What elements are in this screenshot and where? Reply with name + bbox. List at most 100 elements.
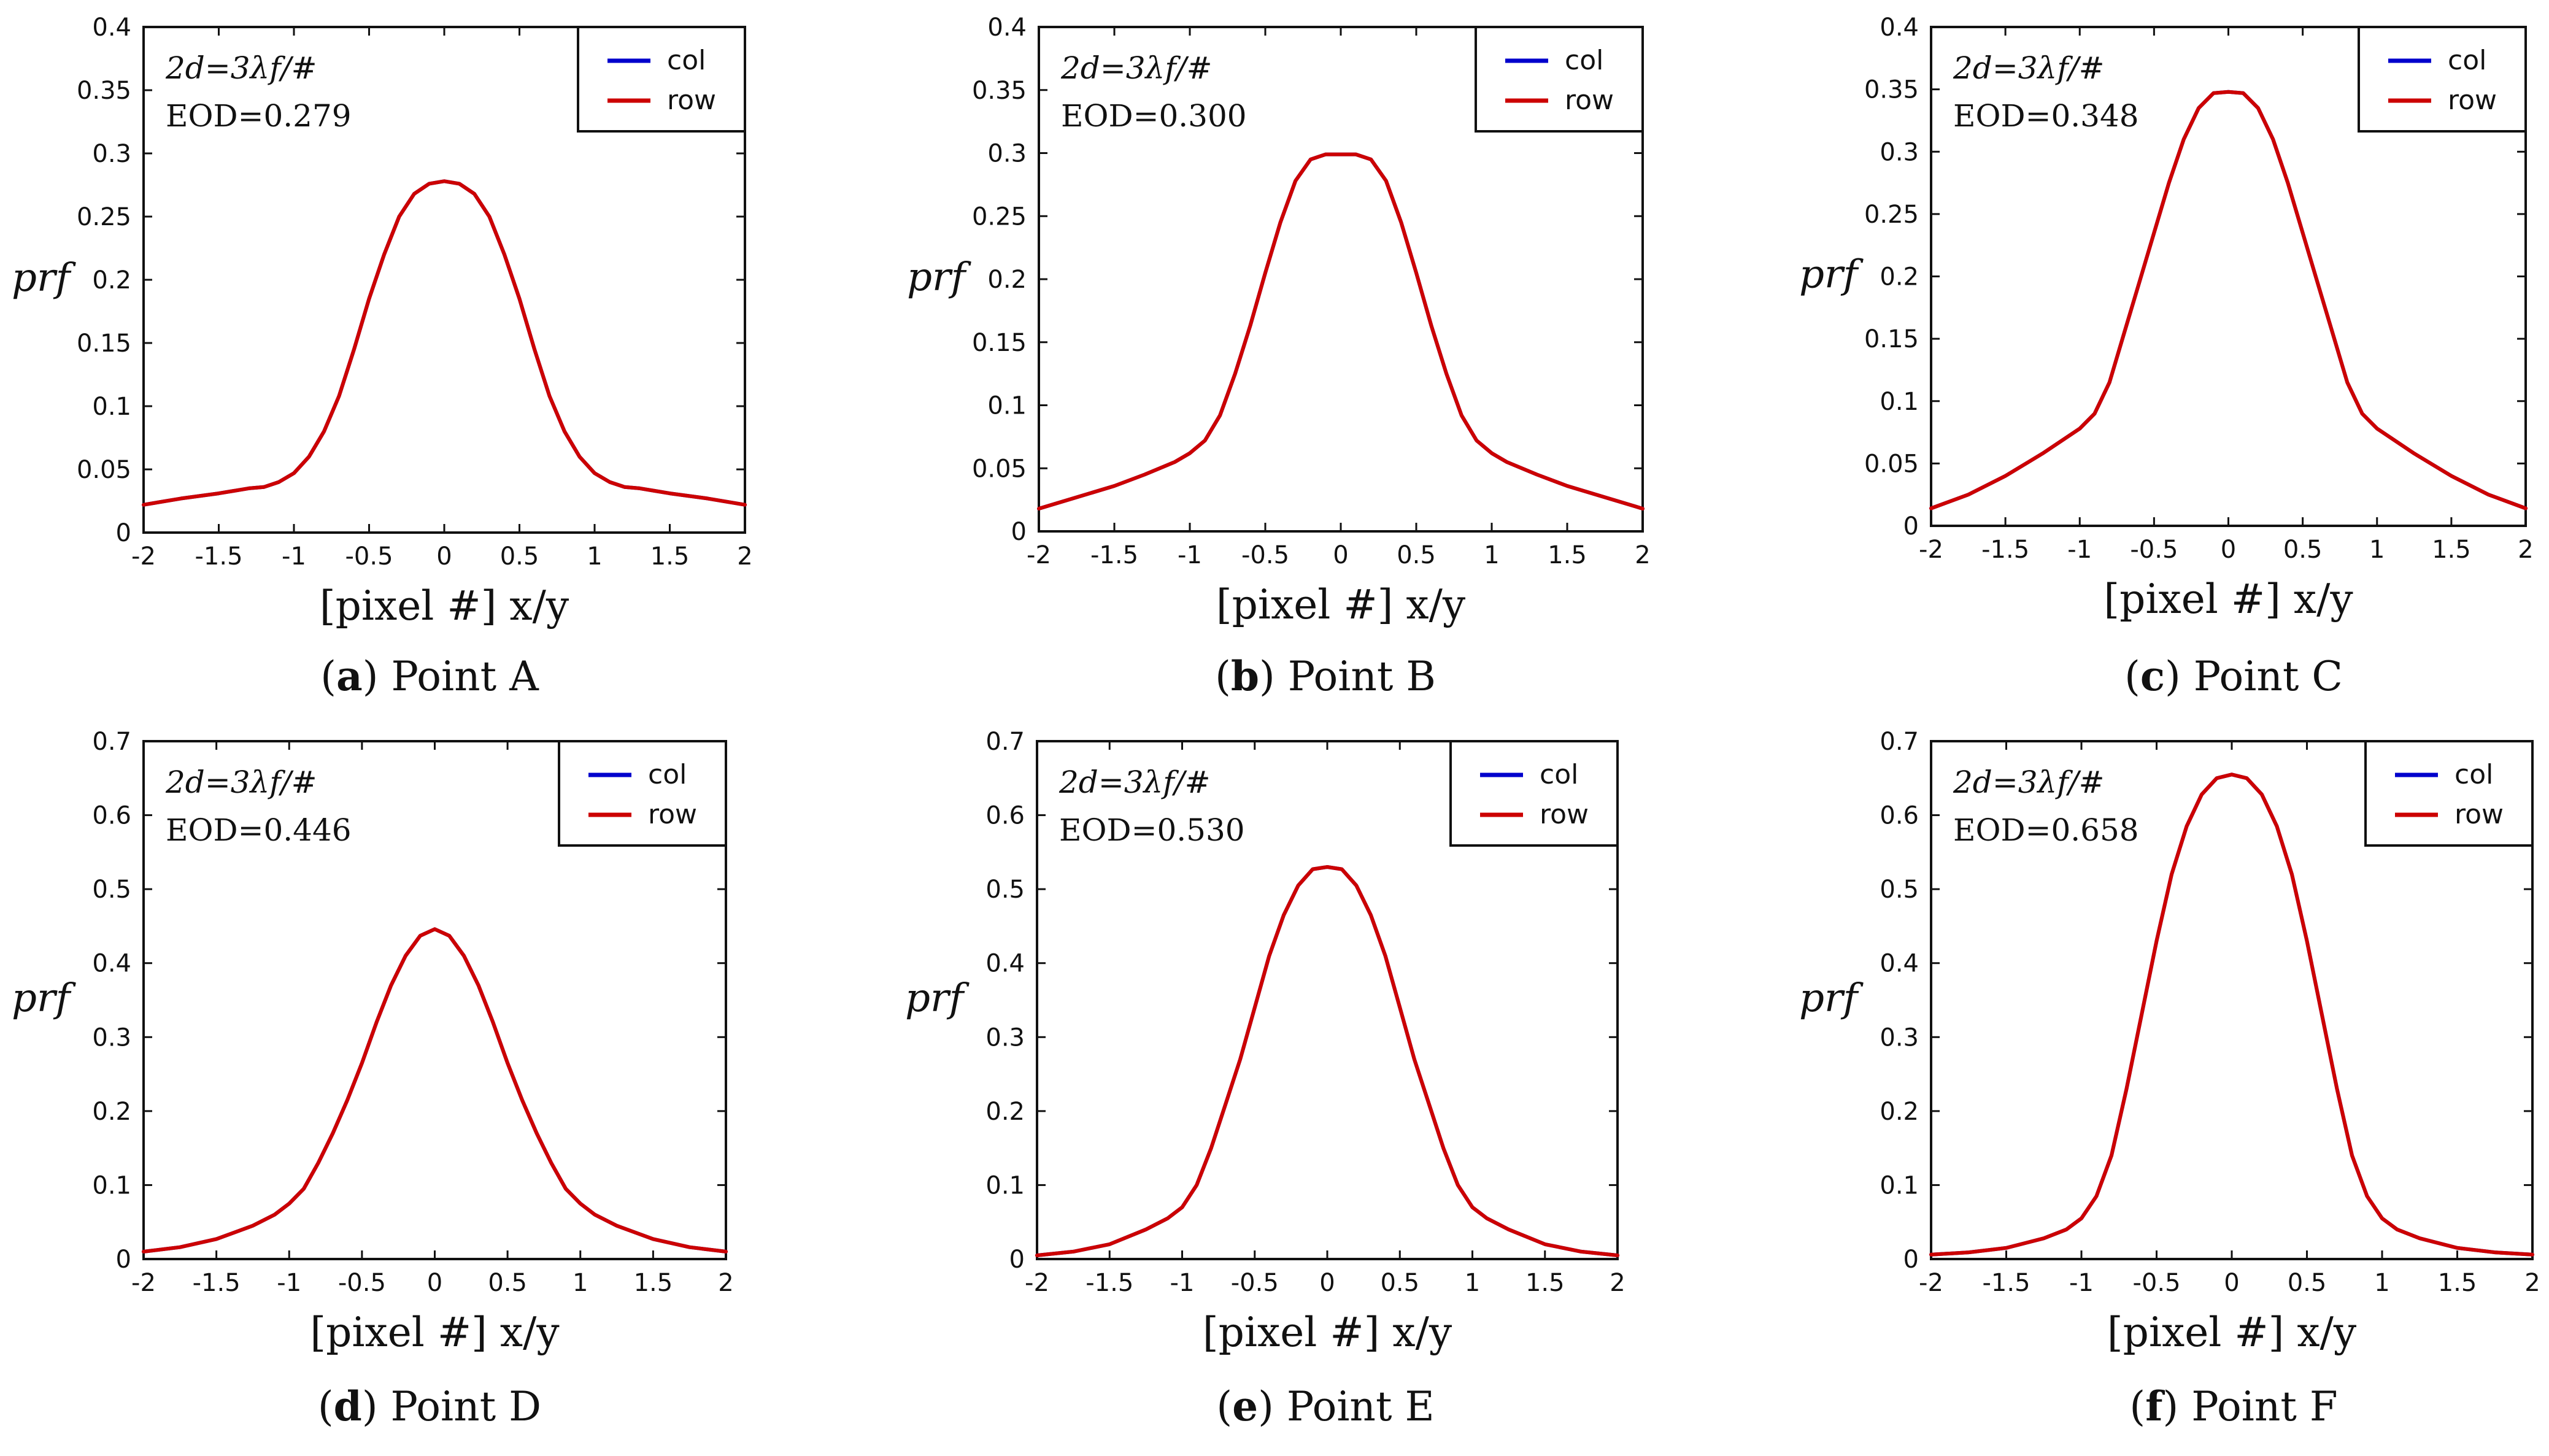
annotation-parameter: 2d=3λf/# [165, 765, 317, 800]
y-tick-label: 0.25 [972, 202, 1027, 231]
y-tick-label: 0.1 [92, 1171, 131, 1200]
legend-label-row: row [667, 85, 716, 116]
panel-caption: (b) Point B [1215, 652, 1436, 700]
annotation-eod: EOD=0.348 [1953, 98, 2139, 134]
y-tick-label: 0 [116, 1246, 131, 1274]
legend: col row [2358, 26, 2527, 133]
series-line-row [142, 179, 747, 507]
x-tick-label: 0.5 [1397, 541, 1436, 569]
y-axis-label: prf [12, 255, 77, 301]
y-tick-label: 0.2 [92, 266, 131, 295]
legend-box [1475, 26, 1644, 133]
x-tick-label: 1 [573, 1269, 588, 1297]
legend-label-col: col [1540, 759, 1578, 790]
y-tick-label: 0.5 [985, 876, 1025, 904]
series-line-row [1929, 90, 2528, 510]
chart-panel-f: -2 -1.5 -1 -0.5 0 0.5 1 1.5 2 0 0.1 0.2 0.3 0.4 0.5 0.6… [1799, 728, 2540, 1430]
x-tick-label: 2 [1610, 1269, 1625, 1297]
y-axis-label: prf [907, 255, 972, 300]
y-tick-label: 0.7 [1880, 728, 1919, 756]
y-tick-label: 0.6 [985, 802, 1025, 830]
x-tick-label: -2 [131, 542, 156, 571]
series-line-row [1035, 865, 1619, 1257]
y-tick-label: 0.3 [985, 1023, 1025, 1052]
series-line-col [142, 179, 747, 507]
chart-panel-e: -2 -1.5 -1 -0.5 0 0.5 1 1.5 2 0 0.1 0.2 0.3 0.4 0.5 0.6… [905, 728, 1625, 1430]
x-axis-label: [pixel #] x/y [310, 1309, 560, 1356]
legend-box [1449, 740, 1619, 847]
annotation-parameter: 2d=3λf/# [1059, 765, 1210, 800]
y-tick-label: 0 [1009, 1246, 1025, 1274]
panel-caption: (c) Point C [2124, 652, 2343, 700]
y-tick-label: 0.3 [1880, 1023, 1919, 1052]
x-tick-label: 1 [587, 542, 602, 571]
y-tick-label: 0.1 [987, 392, 1027, 420]
legend: col row [577, 26, 746, 133]
legend-label-row: row [2455, 799, 2504, 830]
y-axis-label: prf [1799, 252, 1864, 298]
y-tick-label: 0.15 [972, 329, 1027, 357]
y-tick-label: 0.35 [77, 77, 131, 105]
x-tick-label: 1.5 [1548, 541, 1587, 569]
y-tick-label: 0.4 [987, 13, 1027, 42]
x-tick-label: -0.5 [2130, 536, 2178, 564]
y-tick-label: 0.7 [92, 728, 131, 756]
y-tick-label: 0.4 [1880, 13, 1919, 42]
y-tick-label: 0.1 [985, 1171, 1025, 1200]
y-tick-label: 0.3 [92, 1023, 131, 1052]
y-tick-label: 0.2 [1880, 1098, 1919, 1126]
x-tick-label: 0.5 [488, 1269, 527, 1297]
annotation-parameter: 2d=3λf/# [1953, 765, 2104, 800]
x-tick-label: 0 [2221, 536, 2236, 564]
legend: col row [558, 740, 727, 847]
legend-box [2358, 26, 2527, 133]
x-tick-label: -1.5 [1090, 541, 1138, 569]
y-tick-label: 0.2 [987, 266, 1027, 294]
legend-label-row: row [1565, 85, 1614, 116]
y-tick-label: 0.35 [1864, 76, 1919, 104]
legend-label-col: col [648, 759, 687, 790]
panel-caption: (d) Point D [318, 1382, 541, 1430]
y-tick-label: 0.3 [92, 140, 131, 168]
x-tick-label: 0 [2224, 1269, 2239, 1297]
y-tick-label: 0.3 [1880, 138, 1919, 166]
x-tick-label: -1.5 [1981, 536, 2029, 564]
x-tick-label: -0.5 [1241, 541, 1289, 569]
x-tick-label: 2 [2518, 536, 2533, 564]
chart-panel-a: -2 -1.5 -1 -0.5 0 0.5 1 1.5 2 0 0.05 0.1 0.15 0.2 0.25… [12, 13, 753, 700]
x-tick-label: -1 [1170, 1269, 1195, 1297]
x-tick-label: 0.5 [2283, 536, 2323, 564]
annotation-eod: EOD=0.279 [166, 98, 352, 134]
panel-caption: (e) Point E [1216, 1382, 1434, 1430]
series-line-col [1929, 90, 2528, 510]
y-tick-label: 0.25 [1864, 201, 1919, 229]
x-tick-label: -1 [2069, 1269, 2094, 1297]
x-tick-label: -1.5 [1086, 1269, 1133, 1297]
x-tick-label: -0.5 [2132, 1269, 2180, 1297]
x-tick-label: -0.5 [338, 1269, 386, 1297]
x-tick-label: -2 [1919, 1269, 1943, 1297]
series-line-row [1929, 772, 2534, 1257]
y-tick-label: 0.05 [972, 455, 1027, 483]
legend-label-col: col [2448, 45, 2486, 76]
y-tick-label: 0.5 [92, 876, 131, 904]
panel-caption: (f) Point F [2129, 1382, 2337, 1430]
y-tick-label: 0 [1903, 512, 1919, 541]
x-tick-label: 1 [1465, 1269, 1480, 1297]
y-tick-label: 0.5 [1880, 876, 1919, 904]
x-tick-label: 2 [1635, 541, 1650, 569]
x-tick-label: 1.5 [2438, 1269, 2477, 1297]
y-tick-label: 0.4 [92, 950, 131, 978]
y-tick-label: 0.2 [92, 1098, 131, 1126]
y-tick-label: 0.4 [1880, 950, 1919, 978]
y-tick-label: 0.1 [92, 393, 131, 421]
x-tick-label: 1.5 [634, 1269, 673, 1297]
x-tick-label: -0.5 [345, 542, 393, 571]
x-tick-label: -2 [1025, 1269, 1049, 1297]
x-axis-label: [pixel #] x/y [320, 582, 569, 630]
x-tick-label: 2 [737, 542, 752, 571]
y-tick-label: 0.3 [987, 140, 1027, 168]
x-tick-label: 0.5 [500, 542, 539, 571]
y-axis-label: prf [1799, 976, 1864, 1021]
annotation-parameter: 2d=3λf/# [165, 50, 317, 86]
